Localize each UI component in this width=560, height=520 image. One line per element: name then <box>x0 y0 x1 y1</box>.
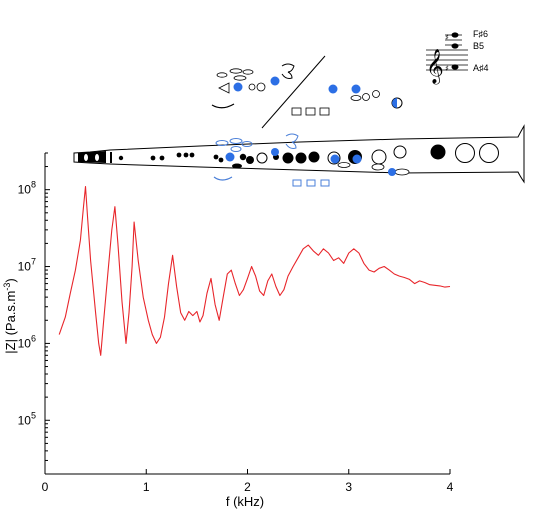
y-axis-label: |Z| (Pa.s.m-3) <box>2 278 18 353</box>
y-tick-label: 108 <box>18 180 36 197</box>
note-label-1: F♯6 <box>473 29 488 39</box>
x-ticks: 0 1 2 3 4 <box>42 469 454 494</box>
svg-text:♯: ♯ <box>445 33 449 42</box>
svg-text:♯: ♯ <box>445 64 449 73</box>
key-detail-inset <box>211 55 403 129</box>
y-ticks: 105 106 107 108 <box>18 152 50 475</box>
note-head <box>451 64 459 70</box>
plot-area <box>58 185 451 356</box>
fingering-overlay <box>213 133 396 187</box>
series-line <box>58 185 451 356</box>
x-tick-label: 3 <box>345 480 352 494</box>
x-tick-label: 0 <box>42 480 49 494</box>
y-tick-label: 107 <box>18 257 36 274</box>
x-tick-label: 1 <box>143 480 150 494</box>
x-tick-label: 4 <box>447 480 454 494</box>
axes: 0 1 2 3 4 105 106 107 108 f (kHz) |Z| (Pa.s.m-3… <box>2 152 454 509</box>
x-tick-label: 2 <box>244 480 251 494</box>
fingering-diagram: 𝄞 ♯ ♯ F♯6 B5 A♯4 <box>73 29 525 187</box>
svg-text:|Z| (Pa.s.m-3): |Z| (Pa.s.m-3) <box>2 278 18 353</box>
note-label-2: B5 <box>473 41 484 51</box>
treble-clef-icon: 𝄞 <box>426 49 444 85</box>
clarinet-body <box>73 124 525 184</box>
x-axis-label: f (kHz) <box>226 494 264 509</box>
y-tick-label: 106 <box>18 333 36 350</box>
note-head <box>451 43 459 49</box>
note-head <box>451 32 459 38</box>
y-tick-label: 105 <box>18 410 36 427</box>
note-label-3: A♯4 <box>473 63 489 73</box>
staff-notation: 𝄞 ♯ ♯ F♯6 B5 A♯4 <box>426 29 489 85</box>
